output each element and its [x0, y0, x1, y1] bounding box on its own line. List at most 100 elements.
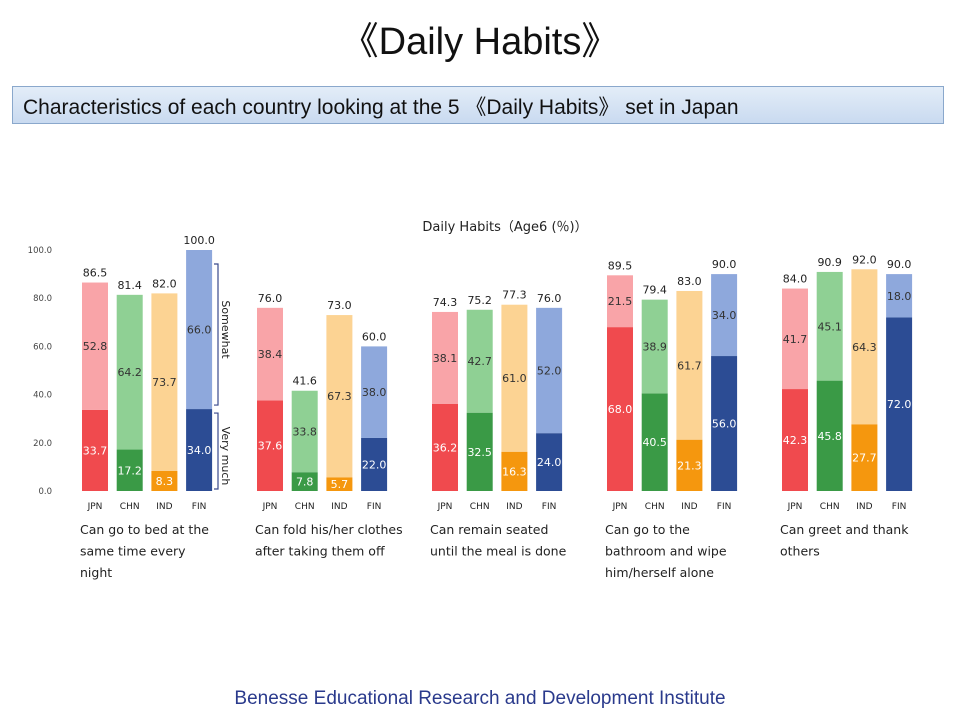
x-tick-label: FIN	[367, 502, 382, 512]
data-label-very-much: 16.3	[502, 465, 527, 478]
bar-somewhat-ind	[851, 269, 878, 425]
bar-very-much-fin	[711, 356, 738, 491]
y-tick-label: 0.0	[38, 487, 52, 497]
data-label-total: 79.4	[642, 284, 667, 297]
x-tick-label: IND	[856, 502, 872, 512]
data-label-total: 76.0	[258, 292, 283, 305]
group-caption: night	[80, 565, 112, 580]
data-label-very-much: 40.5	[642, 436, 667, 449]
data-label-total: 90.9	[817, 256, 842, 269]
data-label-very-much: 7.8	[296, 476, 314, 489]
subtitle-banner: Characteristics of each country looking …	[12, 86, 944, 124]
bar-somewhat-fin	[711, 274, 738, 357]
group-caption: Can go to the	[605, 522, 690, 537]
data-label-somewhat: 61.7	[677, 359, 702, 372]
bar-somewhat-ind	[326, 315, 353, 478]
data-label-somewhat: 38.1	[433, 352, 458, 365]
data-label-total: 83.0	[677, 275, 702, 288]
data-label-total: 60.0	[362, 330, 387, 343]
y-tick-label: 100.0	[28, 246, 52, 256]
chart-title: Daily Habits（Age6 (％)）	[422, 220, 587, 235]
data-label-total: 41.6	[292, 375, 317, 388]
data-label-total: 75.2	[467, 294, 492, 307]
bar-very-much-fin	[361, 437, 388, 491]
data-label-somewhat: 45.1	[817, 320, 842, 333]
y-tick-label: 40.0	[33, 391, 52, 401]
data-label-somewhat: 66.0	[187, 324, 212, 337]
bar-somewhat-jpn	[432, 311, 458, 404]
data-label-somewhat: 52.8	[83, 340, 108, 353]
x-tick-label: CHN	[470, 502, 490, 512]
bar-very-much-chn	[816, 380, 843, 491]
institute-footer: Benesse Educational Research and Develop…	[234, 688, 726, 709]
bar-somewhat-ind	[501, 304, 528, 452]
x-tick-label: IND	[156, 502, 172, 512]
data-label-total: 90.0	[887, 258, 912, 271]
data-label-very-much: 34.0	[187, 444, 212, 457]
data-label-very-much: 5.7	[331, 478, 349, 491]
data-label-somewhat: 33.8	[292, 425, 317, 438]
data-label-very-much: 45.8	[817, 430, 842, 443]
bar-somewhat-jpn	[782, 288, 808, 390]
bar-somewhat-chn	[641, 299, 668, 394]
group-caption: him/herself alone	[605, 565, 714, 580]
x-tick-label: FIN	[542, 502, 557, 512]
data-label-very-much: 24.0	[537, 456, 562, 469]
x-tick-label: JPN	[612, 502, 628, 512]
bar-very-much-fin	[186, 409, 213, 491]
data-label-total: 89.5	[608, 259, 633, 272]
bar-very-much-ind	[851, 424, 878, 491]
data-label-total: 77.3	[502, 289, 527, 302]
data-label-very-much: 68.0	[608, 403, 633, 416]
data-label-very-much: 21.3	[677, 459, 702, 472]
bar-very-much-jpn	[782, 389, 808, 491]
somewhat-bracket	[214, 263, 219, 406]
bar-somewhat-ind	[676, 290, 703, 440]
very-much-bracket	[214, 412, 219, 490]
daily-habits-chart: Daily Habits（Age6 (％)） 100.0 80.0 60.0 40.0 2…	[28, 220, 913, 580]
data-label-total: 73.0	[327, 299, 352, 312]
x-tick-label: FIN	[192, 502, 207, 512]
group-caption: bathroom and wipe	[605, 544, 727, 559]
data-label-total: 100.0	[183, 234, 215, 247]
data-label-somewhat: 52.0	[537, 365, 562, 378]
data-label-total: 81.4	[117, 279, 142, 292]
x-tick-label: JPN	[87, 502, 103, 512]
bar-very-much-jpn	[257, 400, 283, 491]
bar-very-much-chn	[641, 393, 668, 491]
x-tick-label: IND	[331, 502, 347, 512]
data-label-somewhat: 34.0	[712, 309, 737, 322]
data-label-somewhat: 38.4	[258, 348, 283, 361]
x-tick-label: JPN	[787, 502, 803, 512]
bar-very-much-ind	[676, 439, 703, 491]
data-label-somewhat: 67.3	[327, 390, 352, 403]
legend-somewhat-label: Somewhat	[219, 300, 232, 359]
data-label-very-much: 56.0	[712, 418, 737, 431]
x-tick-label: FIN	[892, 502, 907, 512]
data-label-very-much: 33.7	[83, 444, 108, 457]
data-label-somewhat: 38.0	[362, 386, 387, 399]
bar-somewhat-jpn	[607, 275, 633, 328]
group-caption: after taking them off	[255, 544, 385, 559]
bar-very-much-fin	[536, 433, 563, 491]
data-label-somewhat: 21.5	[608, 295, 633, 308]
group-caption: Can remain seated	[430, 522, 548, 537]
bar-very-much-chn	[466, 412, 493, 491]
data-label-total: 76.0	[537, 292, 562, 305]
data-label-total: 84.0	[783, 273, 808, 286]
data-label-total: 82.0	[152, 277, 177, 290]
data-label-very-much: 37.6	[258, 440, 283, 453]
bar-very-much-jpn	[82, 409, 108, 491]
bar-somewhat-ind	[151, 293, 178, 471]
data-label-somewhat: 61.0	[502, 372, 527, 385]
bar-very-much-fin	[886, 317, 913, 491]
bar-very-much-ind	[501, 451, 528, 491]
page-title: 《Daily Habits》	[340, 21, 620, 63]
y-tick-label: 20.0	[33, 439, 52, 449]
bar-very-much-chn	[116, 449, 143, 491]
data-label-total: 74.3	[433, 296, 458, 309]
banner-text: Characteristics of each country looking …	[23, 96, 739, 119]
x-tick-label: IND	[506, 502, 522, 512]
data-label-somewhat: 73.7	[152, 376, 177, 389]
group-caption: until the meal is done	[430, 544, 567, 559]
